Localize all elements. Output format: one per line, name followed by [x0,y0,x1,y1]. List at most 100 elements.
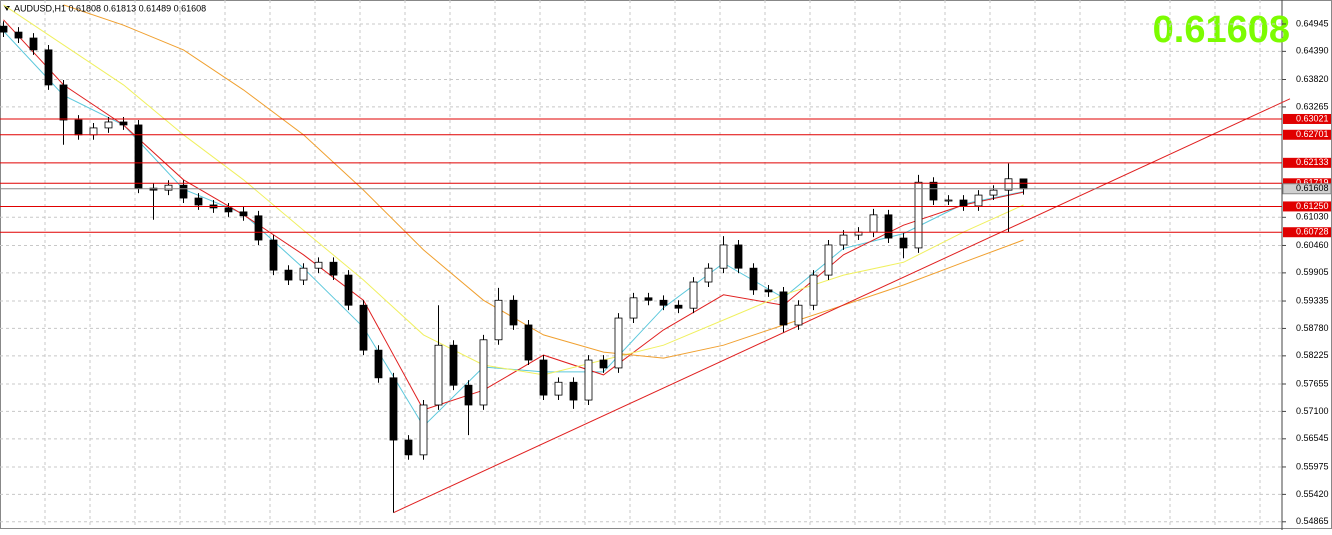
y-tick-label: 0.59335 [1296,295,1329,305]
candle-body [764,289,773,293]
candle-body [359,304,368,351]
y-tick-label: 0.58225 [1296,350,1329,360]
level-label: 0.61250 [1296,201,1329,211]
candle-body [179,184,188,199]
candle-body [809,274,818,306]
level-label: 0.61719 [1296,178,1329,188]
candle-body [74,119,83,136]
candle-body [629,297,638,319]
candle-body [104,121,113,129]
chart-title: AUDUSD,H1 0.61808 0.61813 0.61489 0.6160… [14,3,206,13]
level-label: 0.62133 [1296,157,1329,167]
y-tick-label: 0.63820 [1296,74,1329,84]
candle-body [1004,178,1013,191]
y-tick-label: 0.55975 [1296,461,1329,471]
level-tag [1283,227,1331,238]
candle-body [374,349,383,379]
candle-body [29,37,38,51]
candle-body [734,244,743,269]
candle-body [449,344,458,386]
y-tick-label: 0.60460 [1296,240,1329,250]
current-tag [1282,183,1332,195]
candle-body [299,267,308,281]
candle-body [929,181,938,201]
candle-body [989,189,998,196]
y-tick-label: 0.61030 [1296,212,1329,222]
moving-average [63,4,1024,359]
candle-body [389,377,398,441]
candle-body [344,274,353,306]
candle-body [689,281,698,309]
level-label: 0.62701 [1296,129,1329,139]
candle-body [644,297,653,301]
candle-body [134,124,143,189]
candle-body [749,267,758,291]
y-tick-label: 0.55420 [1296,489,1329,499]
candle-body [329,261,338,276]
candle-body [419,404,428,456]
candle-body [869,214,878,233]
level-tag [1283,129,1331,140]
y-tick-label: 0.64945 [1296,18,1329,28]
candle-body [494,299,503,341]
y-tick-label: 0.64390 [1296,46,1329,56]
candle-body [914,181,923,249]
y-tick-label: 0.56545 [1296,433,1329,443]
y-tick-label: 0.59905 [1296,267,1329,277]
y-tick-label: 0.57100 [1296,406,1329,416]
candle-body [119,121,128,126]
candle-body [719,244,728,269]
current-label: 0.61608 [1296,183,1329,193]
candle-body [44,49,53,86]
candle-body [1019,178,1028,190]
candle-body [0,25,8,33]
candle-body [59,84,68,121]
candle-body [434,344,443,406]
y-tick-label: 0.63265 [1296,101,1329,111]
moving-average [3,19,1024,411]
y-tick-label: 0.54865 [1296,516,1329,526]
candle-body [584,359,593,401]
candle-body [164,184,173,191]
level-tag [1283,157,1331,168]
candle-body [14,31,23,39]
candle-body [404,439,413,456]
candle-body [944,199,953,202]
level-label: 0.60728 [1296,227,1329,237]
candle-body [239,211,248,217]
candle-body [524,324,533,361]
candle-body [554,381,563,396]
candle-body [974,194,983,207]
candle-body [509,299,518,326]
moving-average [3,4,1024,376]
candle-body [959,199,968,207]
candle-body [704,267,713,283]
level-tag [1283,201,1331,212]
candle-body [599,359,608,369]
candle-body [254,215,263,241]
candle-body [224,207,233,213]
y-tick-label: 0.57655 [1296,378,1329,388]
candle-body [794,304,803,326]
candle-body [839,234,848,246]
big-price: 0.61608 [1153,9,1290,51]
candle-body [314,261,323,269]
candle-body [539,359,548,396]
candle-body [884,214,893,239]
candle-body [284,269,293,281]
candle-body [674,304,683,309]
candle-body [659,299,668,306]
candle-body [194,197,203,206]
level-label: 0.63021 [1296,113,1329,123]
candle-body [614,317,623,369]
candle-body [269,239,278,271]
level-tag [1283,113,1331,124]
candle-body [89,127,98,136]
candle-body [824,244,833,276]
trendline [393,98,1291,514]
candle-body [569,381,578,401]
candle-body [464,384,473,406]
